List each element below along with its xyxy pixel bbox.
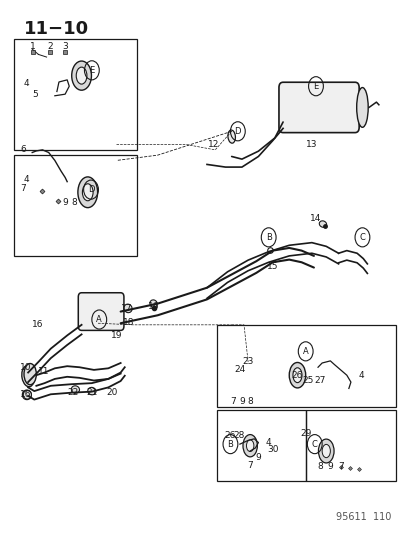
Text: 11−10: 11−10 (24, 20, 89, 38)
Text: 26: 26 (291, 370, 302, 379)
FancyBboxPatch shape (78, 293, 123, 330)
Text: 22: 22 (68, 388, 79, 397)
Ellipse shape (22, 366, 34, 387)
Text: 9: 9 (327, 463, 332, 471)
Text: A: A (302, 347, 308, 356)
Bar (217, 325, 395, 407)
Text: 17: 17 (121, 304, 132, 313)
Ellipse shape (292, 368, 301, 383)
Text: 24: 24 (234, 366, 245, 374)
Ellipse shape (24, 364, 36, 385)
Ellipse shape (321, 445, 330, 458)
Ellipse shape (22, 390, 31, 400)
Ellipse shape (23, 391, 31, 399)
Ellipse shape (76, 67, 87, 84)
Text: 16: 16 (32, 320, 43, 329)
Ellipse shape (318, 221, 326, 227)
Text: D: D (234, 127, 240, 136)
Ellipse shape (228, 130, 235, 143)
Ellipse shape (78, 177, 97, 208)
Text: 1: 1 (30, 42, 36, 51)
Text: 8: 8 (316, 463, 322, 471)
Text: 4: 4 (23, 174, 29, 183)
Bar (14, 155, 137, 256)
Text: 27: 27 (313, 376, 325, 385)
Ellipse shape (71, 61, 91, 90)
Text: 3: 3 (62, 42, 68, 51)
Text: 14: 14 (309, 214, 321, 223)
Text: 7: 7 (20, 183, 26, 192)
Text: 9: 9 (238, 397, 244, 406)
Text: B: B (227, 440, 233, 449)
Ellipse shape (246, 440, 253, 451)
Text: E: E (313, 82, 318, 91)
Text: D: D (88, 185, 94, 194)
Text: E: E (89, 66, 94, 75)
Text: 7: 7 (247, 461, 252, 470)
Text: 26: 26 (223, 431, 235, 440)
Text: 16: 16 (147, 302, 159, 311)
Text: 20: 20 (106, 388, 117, 397)
Text: 25: 25 (301, 376, 313, 385)
Text: 2: 2 (47, 42, 52, 51)
Text: 9: 9 (62, 198, 68, 207)
Text: 7: 7 (337, 463, 343, 471)
Text: 4: 4 (265, 438, 271, 447)
Text: 5: 5 (32, 90, 38, 99)
Text: 23: 23 (242, 358, 253, 367)
Text: 7: 7 (230, 397, 235, 406)
FancyBboxPatch shape (278, 82, 358, 133)
Ellipse shape (318, 439, 333, 463)
Text: 21: 21 (86, 388, 97, 397)
Ellipse shape (150, 300, 157, 308)
Text: 13: 13 (305, 140, 317, 149)
Ellipse shape (356, 87, 367, 127)
Text: 19: 19 (111, 331, 122, 340)
Text: 28: 28 (233, 431, 244, 440)
Ellipse shape (71, 386, 79, 393)
Text: 10: 10 (19, 363, 31, 372)
Bar (217, 410, 305, 481)
Text: 95611  110: 95611 110 (335, 512, 390, 522)
Text: 29: 29 (299, 429, 311, 438)
Ellipse shape (123, 304, 132, 313)
Text: 6: 6 (20, 146, 26, 155)
Text: 8: 8 (71, 198, 77, 207)
Ellipse shape (242, 434, 257, 457)
Text: 4: 4 (23, 79, 29, 88)
Text: 9: 9 (255, 453, 261, 462)
Text: A: A (96, 315, 102, 324)
Ellipse shape (82, 184, 93, 201)
Text: 16: 16 (19, 390, 31, 399)
Text: 4: 4 (358, 370, 363, 379)
Text: C: C (311, 440, 317, 449)
Bar (14, 38, 137, 150)
Bar (305, 410, 395, 481)
Text: C: C (358, 233, 365, 242)
Text: 11: 11 (38, 367, 49, 376)
Text: 15: 15 (266, 262, 278, 271)
Ellipse shape (289, 362, 305, 388)
Text: 8: 8 (247, 397, 252, 406)
Text: B: B (265, 233, 271, 242)
Text: 30: 30 (266, 445, 278, 454)
Ellipse shape (88, 387, 96, 395)
Text: 18: 18 (123, 318, 134, 327)
Text: 12: 12 (207, 140, 218, 149)
